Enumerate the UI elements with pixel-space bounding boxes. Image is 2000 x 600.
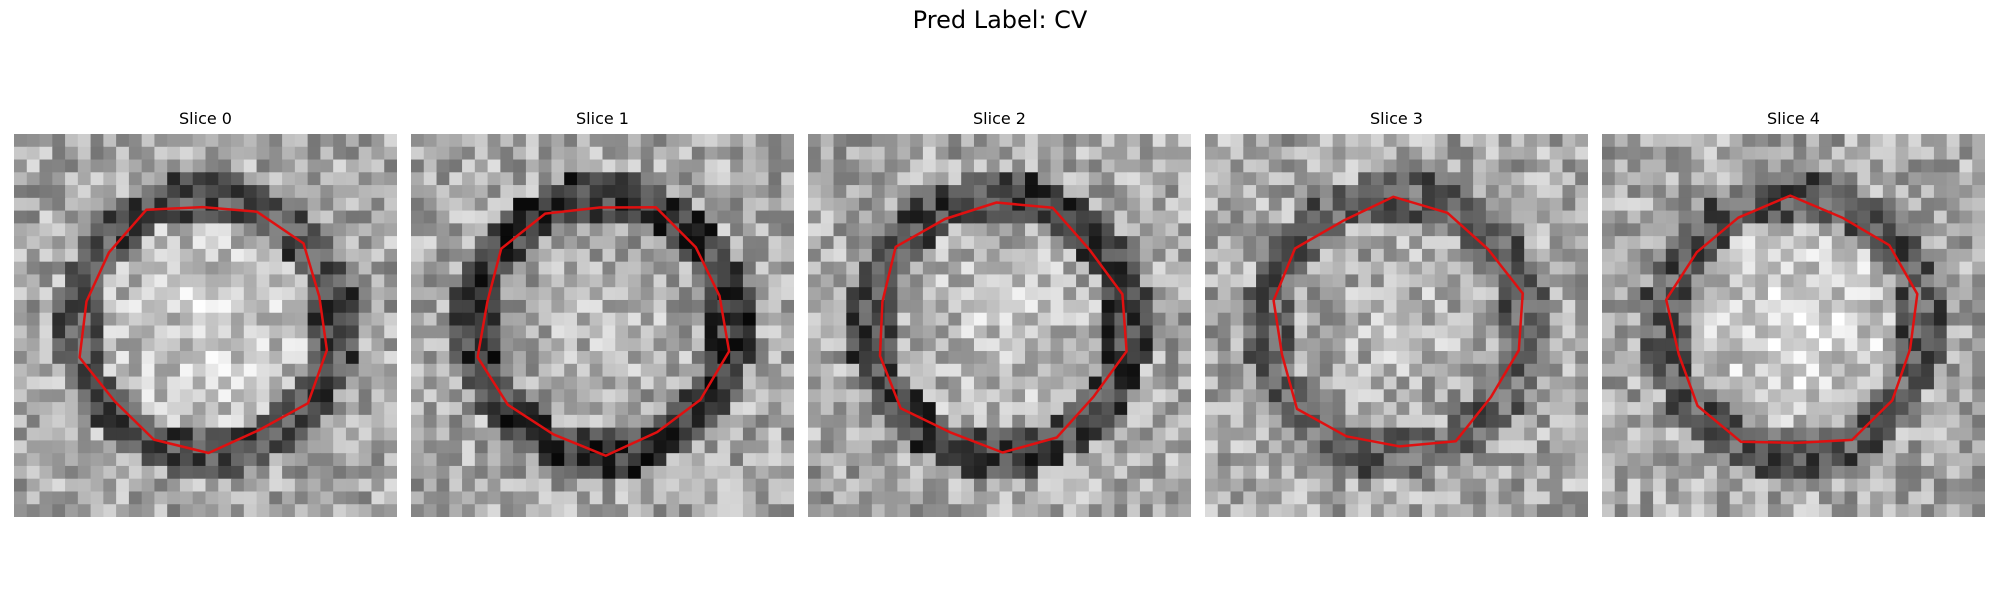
- slice-title: Slice 2: [808, 108, 1191, 130]
- slice-panel-0: Slice 0: [14, 108, 397, 517]
- slice-image: [808, 134, 1191, 517]
- slice-title: Slice 1: [411, 108, 794, 130]
- slice-panel-4: Slice 4: [1602, 108, 1985, 517]
- slice-panel-3: Slice 3: [1205, 108, 1588, 517]
- figure-title: Pred Label: CV: [0, 6, 2000, 34]
- slice-panel-1: Slice 1: [411, 108, 794, 517]
- slice-image: [1205, 134, 1588, 517]
- slice-image: [14, 134, 397, 517]
- slice-title: Slice 3: [1205, 108, 1588, 130]
- slice-panel-2: Slice 2: [808, 108, 1191, 517]
- slice-image: [1602, 134, 1985, 517]
- slice-title: Slice 0: [14, 108, 397, 130]
- slice-title: Slice 4: [1602, 108, 1985, 130]
- slice-image: [411, 134, 794, 517]
